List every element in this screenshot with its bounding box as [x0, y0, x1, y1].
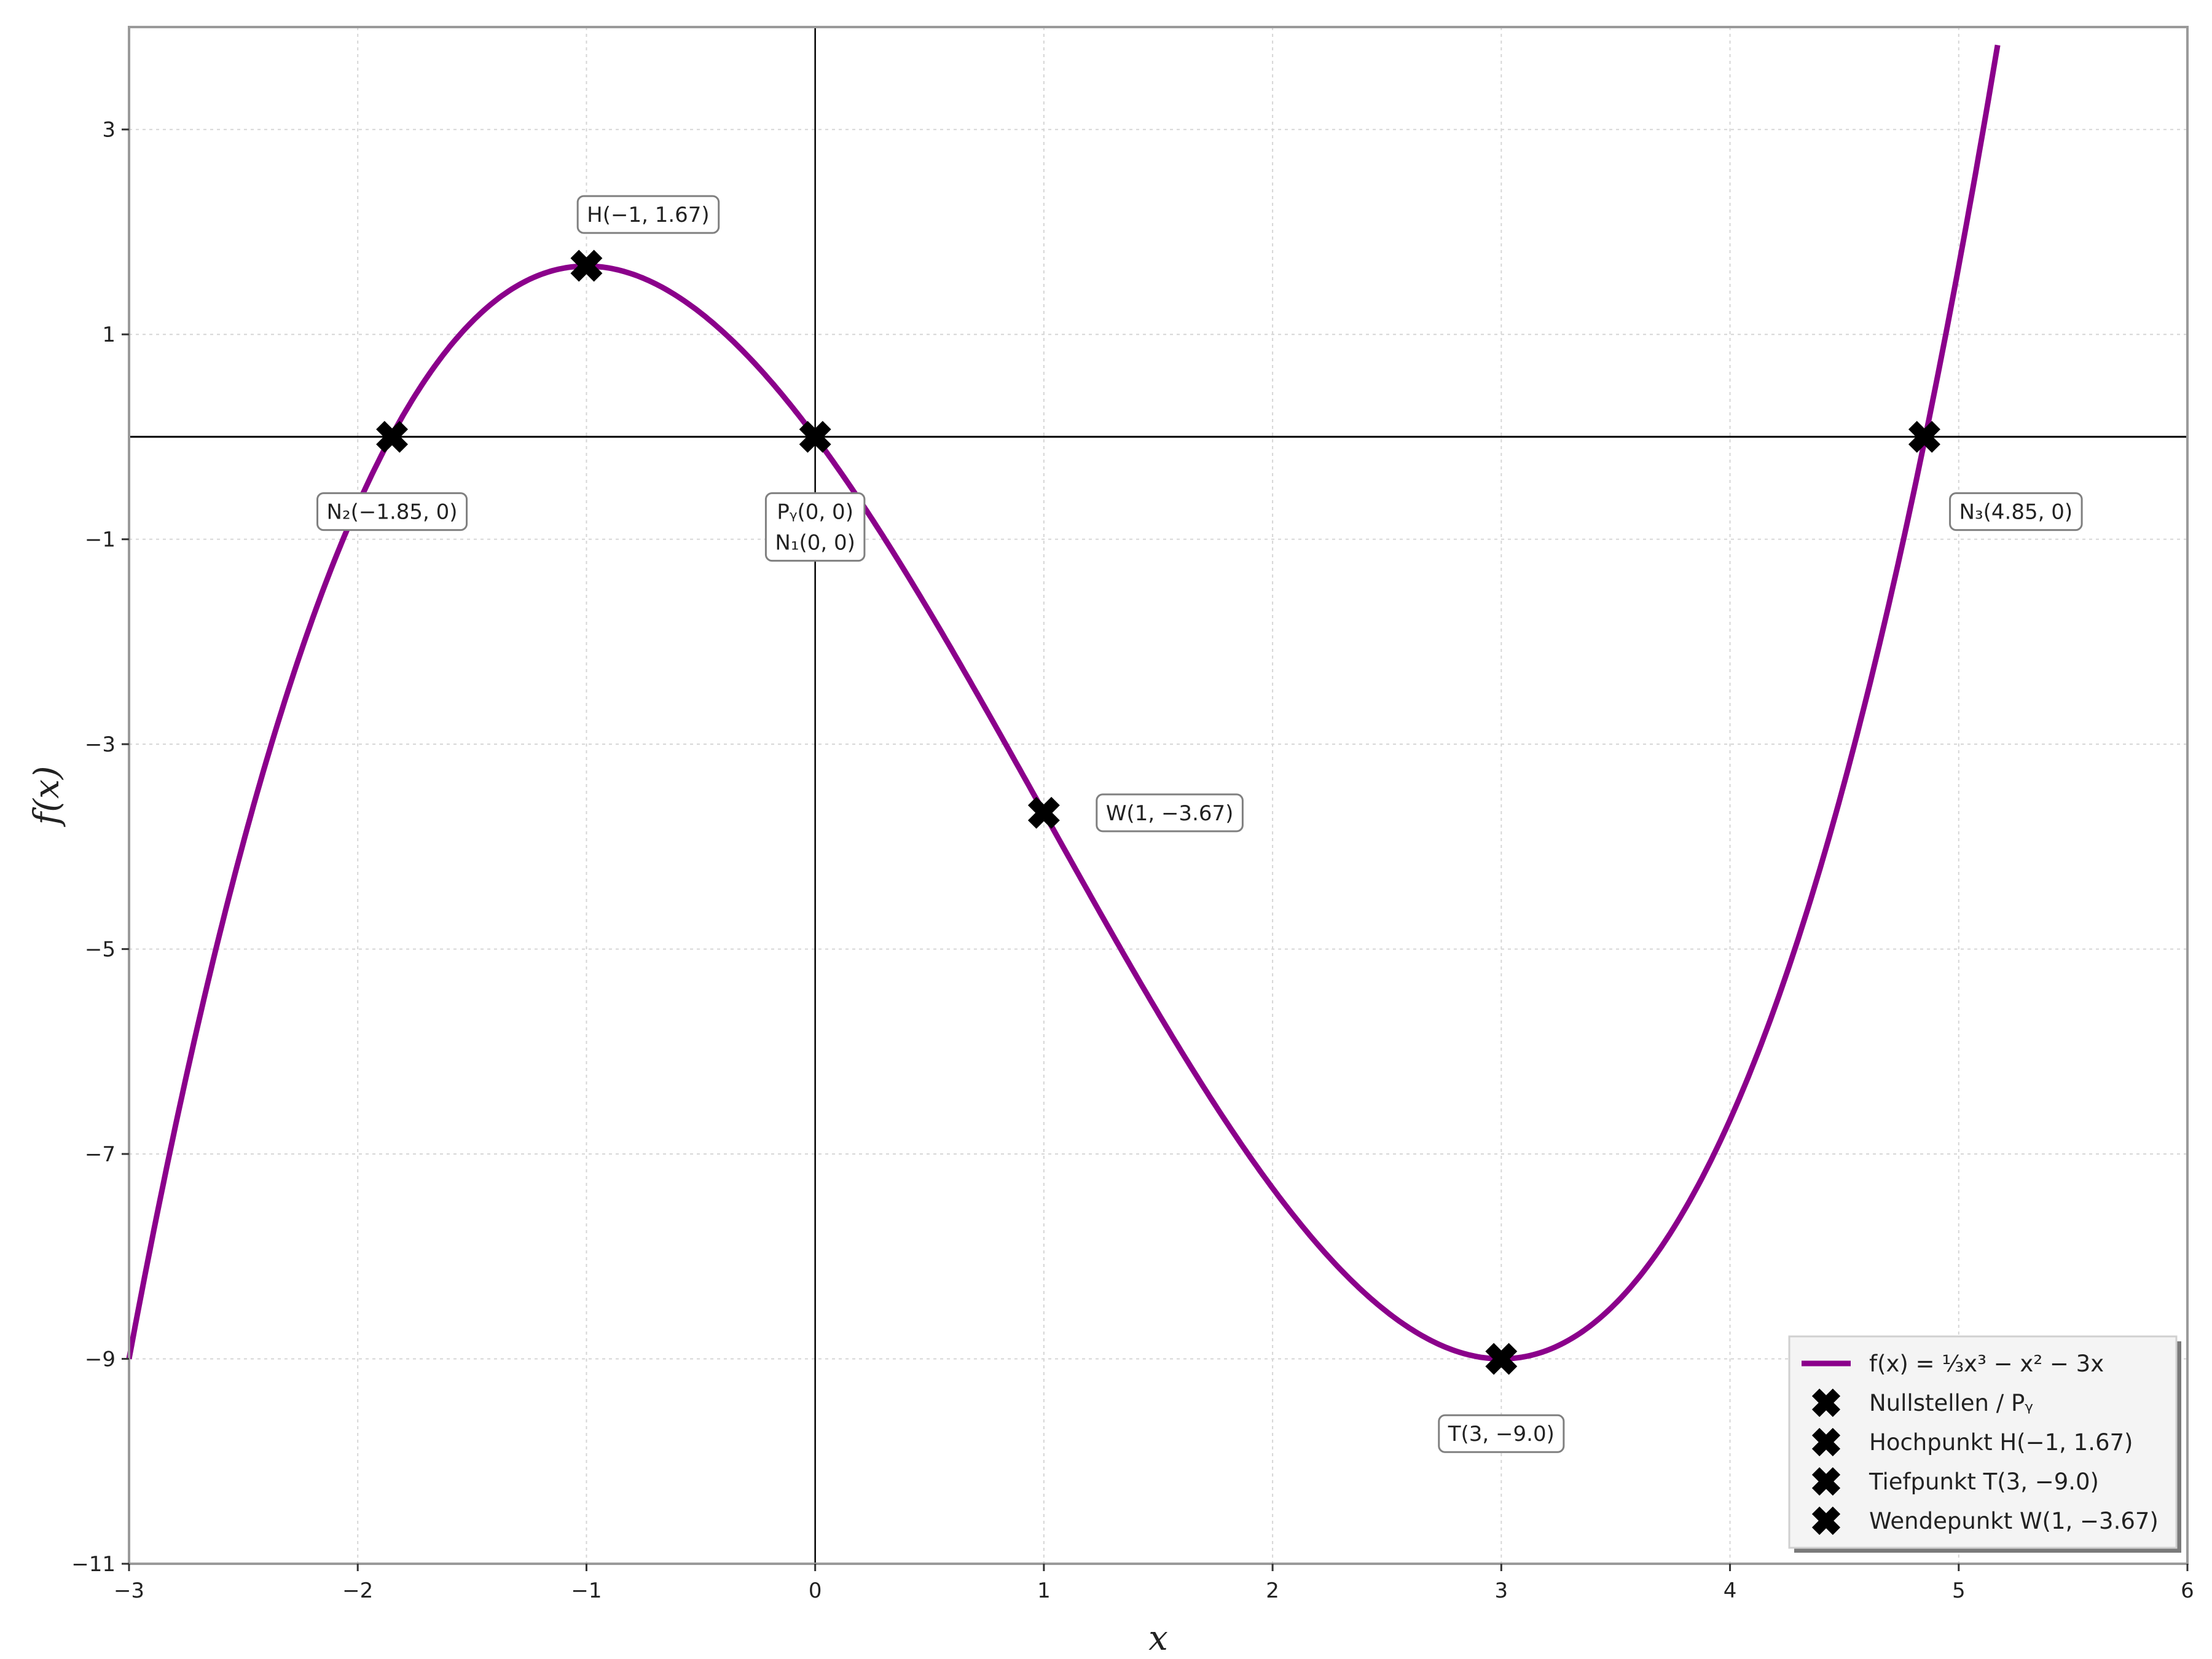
legend-marker-swatch: [1811, 1506, 1841, 1535]
annotation-box: [1949, 492, 2083, 531]
annotation-n3: N₃(4.85, 0): [1949, 492, 2083, 531]
x-tick-label: 2: [1266, 1579, 1279, 1603]
point-marker: [799, 420, 831, 453]
annotation-box: [764, 492, 866, 562]
legend-label: Nullstellen / Pᵧ: [1869, 1390, 2033, 1416]
annotation-text: W(1, −3.67): [1106, 801, 1234, 826]
y-tick-label: −3: [85, 732, 116, 757]
y-tick-label: −1: [85, 528, 116, 552]
legend-marker-swatch: [1811, 1388, 1841, 1418]
function-curve: [126, 44, 2001, 1362]
legend-label: Wendepunkt W(1, −3.67): [1869, 1508, 2159, 1534]
annotation-h: H(−1, 1.67): [576, 195, 720, 234]
legend-marker-swatch: [1811, 1427, 1841, 1457]
x-tick-label: 6: [2181, 1579, 2194, 1603]
annotation-text: H(−1, 1.67): [587, 203, 710, 227]
legend-label: Tiefpunkt T(3, −9.0): [1869, 1469, 2099, 1495]
annotation-box: [316, 492, 468, 531]
y-tick-label: −9: [85, 1347, 116, 1372]
y-axis-title: f(x): [27, 766, 67, 827]
x-axis-title: x: [1148, 1618, 1168, 1658]
annotation-t: T(3, −9.0): [1438, 1414, 1565, 1453]
annotation-box: [1438, 1414, 1565, 1453]
legend: f(x) = ⅓x³ − x² − 3x Nullstellen / Pᵧ Hoch…: [1788, 1335, 2181, 1553]
point-marker: [1908, 420, 1940, 453]
point-marker: [1485, 1343, 1518, 1375]
annotation-text: N₁(0, 0): [775, 531, 855, 555]
annotation-box: [576, 195, 720, 234]
zero-axes: [129, 27, 2187, 1564]
y-tick-label: 3: [102, 118, 116, 143]
x-tick-label: 0: [809, 1579, 822, 1603]
x-tick-label: 4: [1724, 1579, 1737, 1603]
point-marker: [376, 420, 409, 453]
x-tick-label: 5: [1952, 1579, 1966, 1603]
annotation-text: Pᵧ(0, 0): [777, 500, 853, 525]
legend-label: f(x) = ⅓x³ − x² − 3x: [1869, 1351, 2104, 1377]
annotation-py-n1: Pᵧ(0, 0) N₁(0, 0): [764, 492, 866, 562]
curve-layer: [126, 44, 2001, 1362]
annotation-n2: N₂(−1.85, 0): [316, 492, 468, 531]
y-tick-label: −11: [71, 1552, 116, 1577]
point-marker: [1027, 796, 1060, 829]
y-tick-label: 1: [102, 323, 116, 347]
x-tick-label: −3: [114, 1579, 144, 1603]
annotation-text: N₂(−1.85, 0): [327, 500, 458, 525]
annotation-w: W(1, −3.67): [1096, 793, 1244, 833]
annotation-text: T(3, −9.0): [1448, 1422, 1555, 1446]
markers-layer: [376, 249, 1940, 1375]
legend-box: [1788, 1335, 2178, 1549]
annotation-box: [1096, 793, 1244, 833]
point-marker: [570, 249, 603, 282]
x-tick-label: 3: [1495, 1579, 1508, 1603]
tick-labels: −3 −2 −1 0 1 2 3 4 5 6 3 1 −1 −3 −5 −7 −9 −11: [71, 118, 2194, 1603]
x-tick-label: 1: [1037, 1579, 1051, 1603]
annotations-layer: N₂(−1.85, 0) Pᵧ(0, 0) N₁(0, 0) N₃(4.85, 0) H…: [316, 195, 2083, 1453]
plot-frame: [128, 26, 2189, 1565]
legend-marker-swatch: [1811, 1467, 1841, 1496]
annotation-text: N₃(4.85, 0): [1959, 500, 2073, 525]
x-tick-label: −1: [571, 1579, 602, 1603]
legend-label: Hochpunkt H(−1, 1.67): [1869, 1429, 2133, 1456]
y-tick-label: −5: [85, 938, 116, 962]
x-tick-label: −2: [342, 1579, 373, 1603]
y-tick-label: −7: [85, 1142, 116, 1167]
